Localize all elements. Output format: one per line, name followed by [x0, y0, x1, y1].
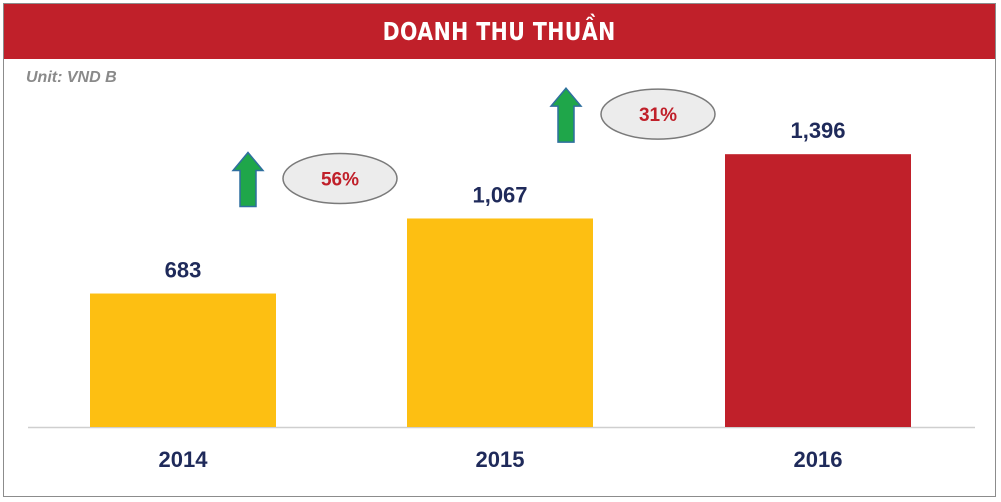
unit-label: Unit: VND B	[26, 69, 117, 86]
growth-bubble-2015	[282, 152, 398, 205]
growth-label-2015: 56%	[321, 169, 359, 190]
bar-2014	[90, 293, 276, 427]
growth-bubble-2016	[600, 88, 716, 140]
bar-2015	[407, 218, 593, 427]
growth-arrow-icon-2016	[549, 87, 583, 143]
category-label-2016: 2016	[794, 447, 843, 472]
bar-2016	[725, 154, 911, 428]
category-label-2014: 2014	[159, 447, 209, 472]
growth-arrow-icon-2015	[231, 151, 265, 208]
title-bar: DOANH THU THUẦN	[4, 4, 995, 59]
category-label-2015: 2015	[476, 447, 525, 472]
value-label-2014: 683	[165, 258, 202, 283]
value-label-2016: 1,396	[790, 118, 845, 143]
value-label-2015: 1,067	[472, 182, 527, 207]
growth-label-2016: 31%	[639, 105, 677, 126]
bars-layer: 683 2014 1,067 2015 1,396 2016 56% 31%	[28, 87, 975, 472]
chart-title: DOANH THU THUẦN	[382, 17, 617, 46]
